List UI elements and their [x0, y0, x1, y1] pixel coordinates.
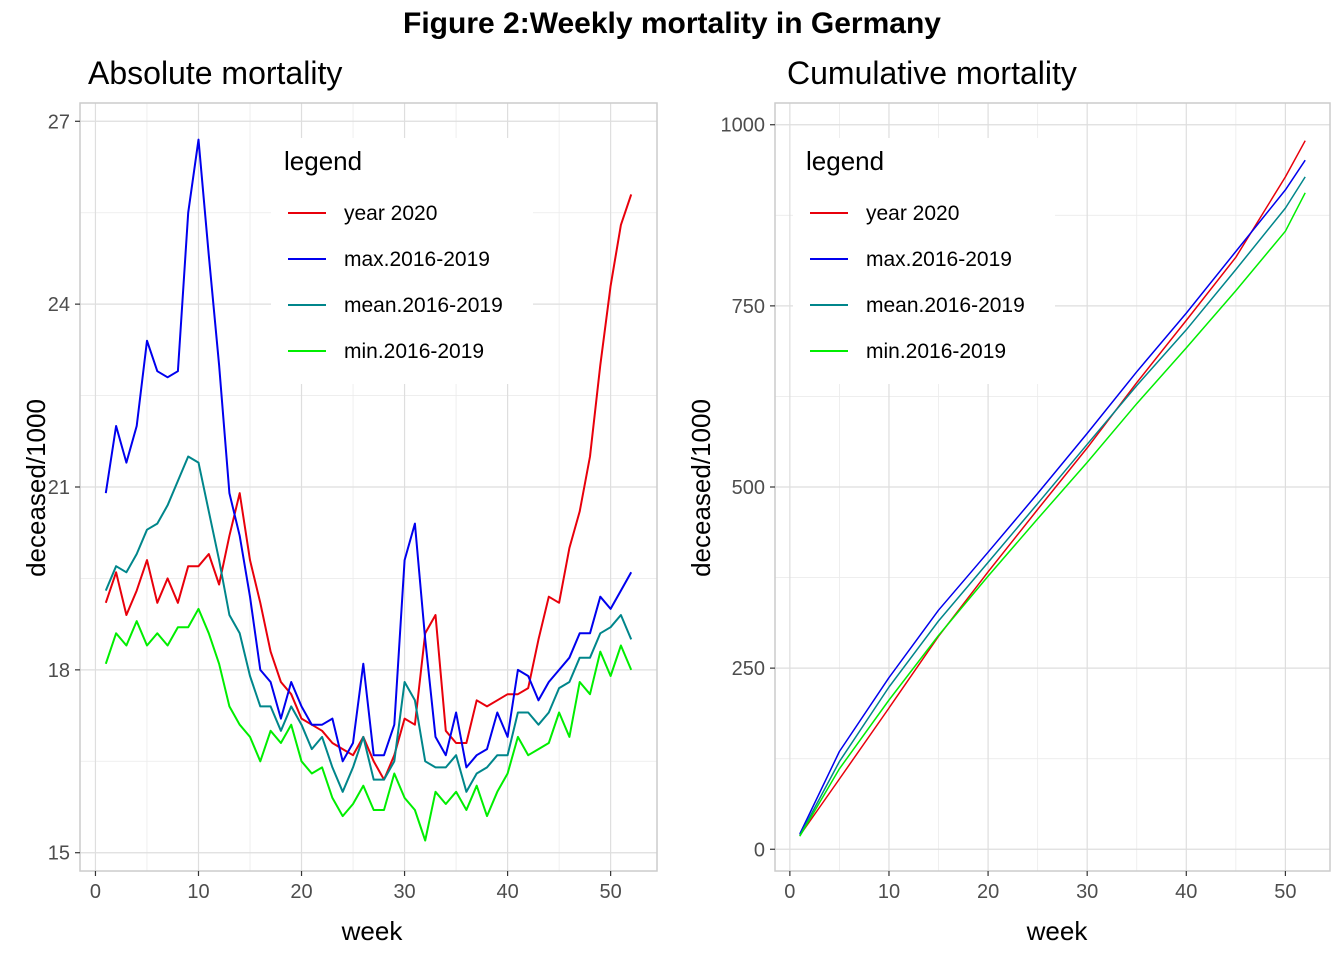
series-line-mean-2016-2019	[104, 455, 633, 793]
series-line-min-2016-2019	[104, 607, 633, 842]
y-axis-label-absolute: deceased/1000	[21, 399, 51, 577]
series-line-max-2016-2019	[104, 138, 633, 769]
legend-label: min.2016-2019	[866, 340, 1006, 363]
legend-label: year 2020	[344, 202, 437, 225]
x-tick-label: 20	[977, 881, 999, 903]
x-tick-label: 0	[90, 881, 101, 903]
legend-background	[271, 138, 533, 384]
legend-label: mean.2016-2019	[866, 294, 1025, 317]
series-line-mean-2016-2019	[799, 176, 1306, 836]
legend-label: year 2020	[866, 202, 959, 225]
panel-title-cumulative: Cumulative mortality	[787, 55, 1077, 91]
x-tick-label: 40	[496, 881, 518, 903]
y-axis-label-cumulative: deceased/1000	[686, 399, 716, 577]
x-tick-label: 20	[290, 881, 312, 903]
y-tick-label: 0	[754, 839, 765, 861]
legend-label: min.2016-2019	[344, 340, 484, 363]
y-tick-label: 27	[48, 111, 70, 133]
legend-label: max.2016-2019	[344, 248, 490, 271]
x-tick-label: 10	[187, 881, 209, 903]
x-tick-label: 30	[1076, 881, 1098, 903]
y-tick-label: 250	[732, 658, 765, 680]
figure-title: Figure 2:Weekly mortality in Germany	[403, 7, 941, 40]
series-line-year-2020	[104, 194, 633, 781]
legend-label: max.2016-2019	[866, 248, 1012, 271]
y-tick-label: 750	[732, 296, 765, 318]
panel-title-absolute: Absolute mortality	[88, 55, 342, 91]
legend: legend year 2020 max.2016-2019 mean.2016-20…	[271, 138, 533, 384]
y-tick-label: 1000	[721, 115, 766, 137]
y-tick-label: 500	[732, 477, 765, 499]
legend-title: legend	[284, 146, 362, 176]
legend: legend year 2020 max.2016-2019 mean.2016-20…	[793, 138, 1055, 384]
x-tick-label: 10	[878, 881, 900, 903]
x-tick-label: 50	[1274, 881, 1296, 903]
series-line-min-2016-2019	[799, 192, 1306, 837]
absolute-mortality-panel: 0 10 20 30 40 50 15 18 21 24 27 legend year 2020 max.…	[48, 102, 658, 903]
y-tick-label: 15	[48, 843, 70, 865]
series-line-year-2020	[799, 140, 1306, 836]
y-tick-label: 24	[48, 294, 70, 316]
legend-title: legend	[806, 146, 884, 176]
legend-background	[793, 138, 1055, 384]
x-tick-label: 40	[1175, 881, 1197, 903]
series-line-max-2016-2019	[799, 159, 1306, 835]
x-tick-label: 30	[393, 881, 415, 903]
y-tick-label: 21	[48, 477, 70, 499]
y-tick-label: 18	[48, 660, 70, 682]
x-tick-label: 0	[784, 881, 795, 903]
x-tick-label: 50	[600, 881, 622, 903]
x-axis-label-cumulative: week	[1026, 916, 1089, 946]
legend-label: mean.2016-2019	[344, 294, 503, 317]
x-axis-label-absolute: week	[341, 916, 404, 946]
